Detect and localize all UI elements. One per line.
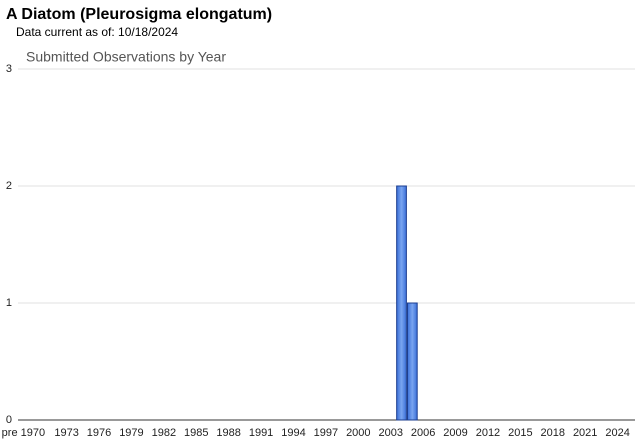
x-tick-label: 1973 bbox=[54, 427, 78, 439]
x-tick-label: 2015 bbox=[508, 427, 532, 439]
x-tick-label: 1991 bbox=[249, 427, 273, 439]
y-tick-label: 1 bbox=[6, 297, 12, 309]
x-tick-label: 1976 bbox=[87, 427, 111, 439]
y-tick-label: 3 bbox=[6, 63, 12, 75]
x-tick-label: 2024 bbox=[605, 427, 629, 439]
x-tick-label: 1985 bbox=[184, 427, 208, 439]
x-tick-label: 2006 bbox=[411, 427, 435, 439]
x-tick-label: 1982 bbox=[152, 427, 176, 439]
x-tick-label: 2000 bbox=[346, 427, 370, 439]
x-tick-label: pre 1970 bbox=[2, 427, 45, 439]
y-tick-label: 2 bbox=[6, 180, 12, 192]
bar bbox=[396, 185, 407, 421]
x-tick-label: 2021 bbox=[573, 427, 597, 439]
chart-title: Submitted Observations by Year bbox=[26, 49, 226, 65]
x-tick-label: 1988 bbox=[216, 427, 240, 439]
page-title: A Diatom (Pleurosigma elongatum) bbox=[6, 6, 272, 23]
bar bbox=[406, 302, 418, 421]
subtitle: Data current as of: 10/18/2024 bbox=[16, 25, 178, 39]
x-tick-label: 1979 bbox=[119, 427, 143, 439]
x-tick-label: 2018 bbox=[541, 427, 565, 439]
x-tick-label: 1997 bbox=[314, 427, 338, 439]
x-tick-label: 2009 bbox=[443, 427, 467, 439]
x-tick-label: 2003 bbox=[378, 427, 402, 439]
x-tick-label: 2012 bbox=[476, 427, 500, 439]
y-tick-label: 0 bbox=[6, 414, 12, 426]
x-tick-label: 1994 bbox=[281, 427, 305, 439]
